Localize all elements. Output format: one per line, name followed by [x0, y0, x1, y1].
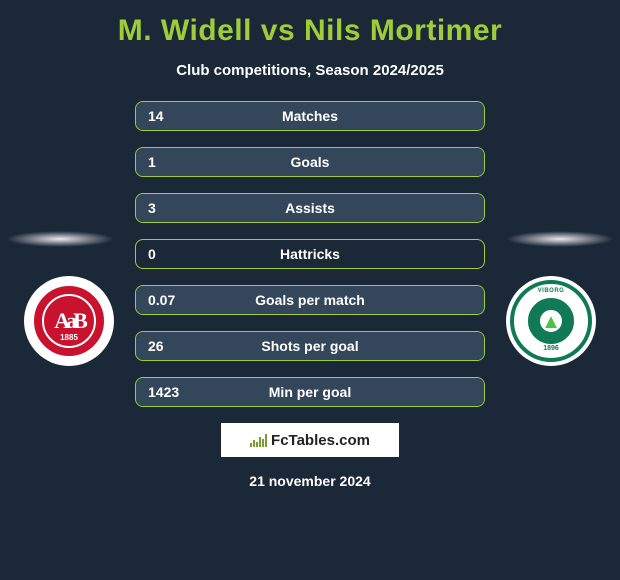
crest-left-monogram: AaB — [54, 308, 84, 334]
stat-label: Goals per match — [136, 292, 484, 308]
team-crest-right: VIBORG ▲ 1896 — [506, 276, 596, 366]
page-title: M. Widell vs Nils Mortimer — [0, 0, 620, 48]
stat-row: 14Matches — [135, 101, 485, 131]
stat-row: 0Hattricks — [135, 239, 485, 269]
page-subtitle: Club competitions, Season 2024/2025 — [0, 62, 620, 79]
team-crest-left: AaB 1885 — [24, 276, 114, 366]
stat-row: 3Assists — [135, 193, 485, 223]
stat-label: Hattricks — [136, 246, 484, 262]
crest-right-year: 1896 — [543, 345, 559, 352]
crest-left-shadow — [6, 231, 114, 247]
stat-row: 1Goals — [135, 147, 485, 177]
stat-label: Matches — [136, 108, 484, 124]
footer-date: 21 november 2024 — [0, 473, 620, 489]
stat-row: 26Shots per goal — [135, 331, 485, 361]
stat-bars: 14Matches 1Goals 3Assists 0Hattricks 0.07Goa… — [135, 101, 485, 407]
stat-label: Min per goal — [136, 384, 484, 400]
stat-label: Goals — [136, 154, 484, 170]
comparison-area: AaB 1885 VIBORG ▲ 1896 14Matches 1Goals 3A… — [0, 101, 620, 407]
watermark: FcTables.com — [221, 423, 399, 457]
stat-label: Assists — [136, 200, 484, 216]
stat-label: Shots per goal — [136, 338, 484, 354]
watermark-text: FcTables.com — [271, 432, 370, 449]
crest-left-year: 1885 — [60, 333, 78, 342]
crest-right-triangle-icon: ▲ — [541, 312, 561, 332]
crest-right-badge: VIBORG ▲ 1896 — [510, 280, 592, 362]
stat-row: 1423Min per goal — [135, 377, 485, 407]
watermark-chart-icon — [250, 433, 267, 447]
crest-left-badge: AaB 1885 — [31, 283, 107, 359]
stat-row: 0.07Goals per match — [135, 285, 485, 315]
crest-right-shadow — [506, 231, 614, 247]
crest-right-toptext: VIBORG — [538, 288, 565, 294]
